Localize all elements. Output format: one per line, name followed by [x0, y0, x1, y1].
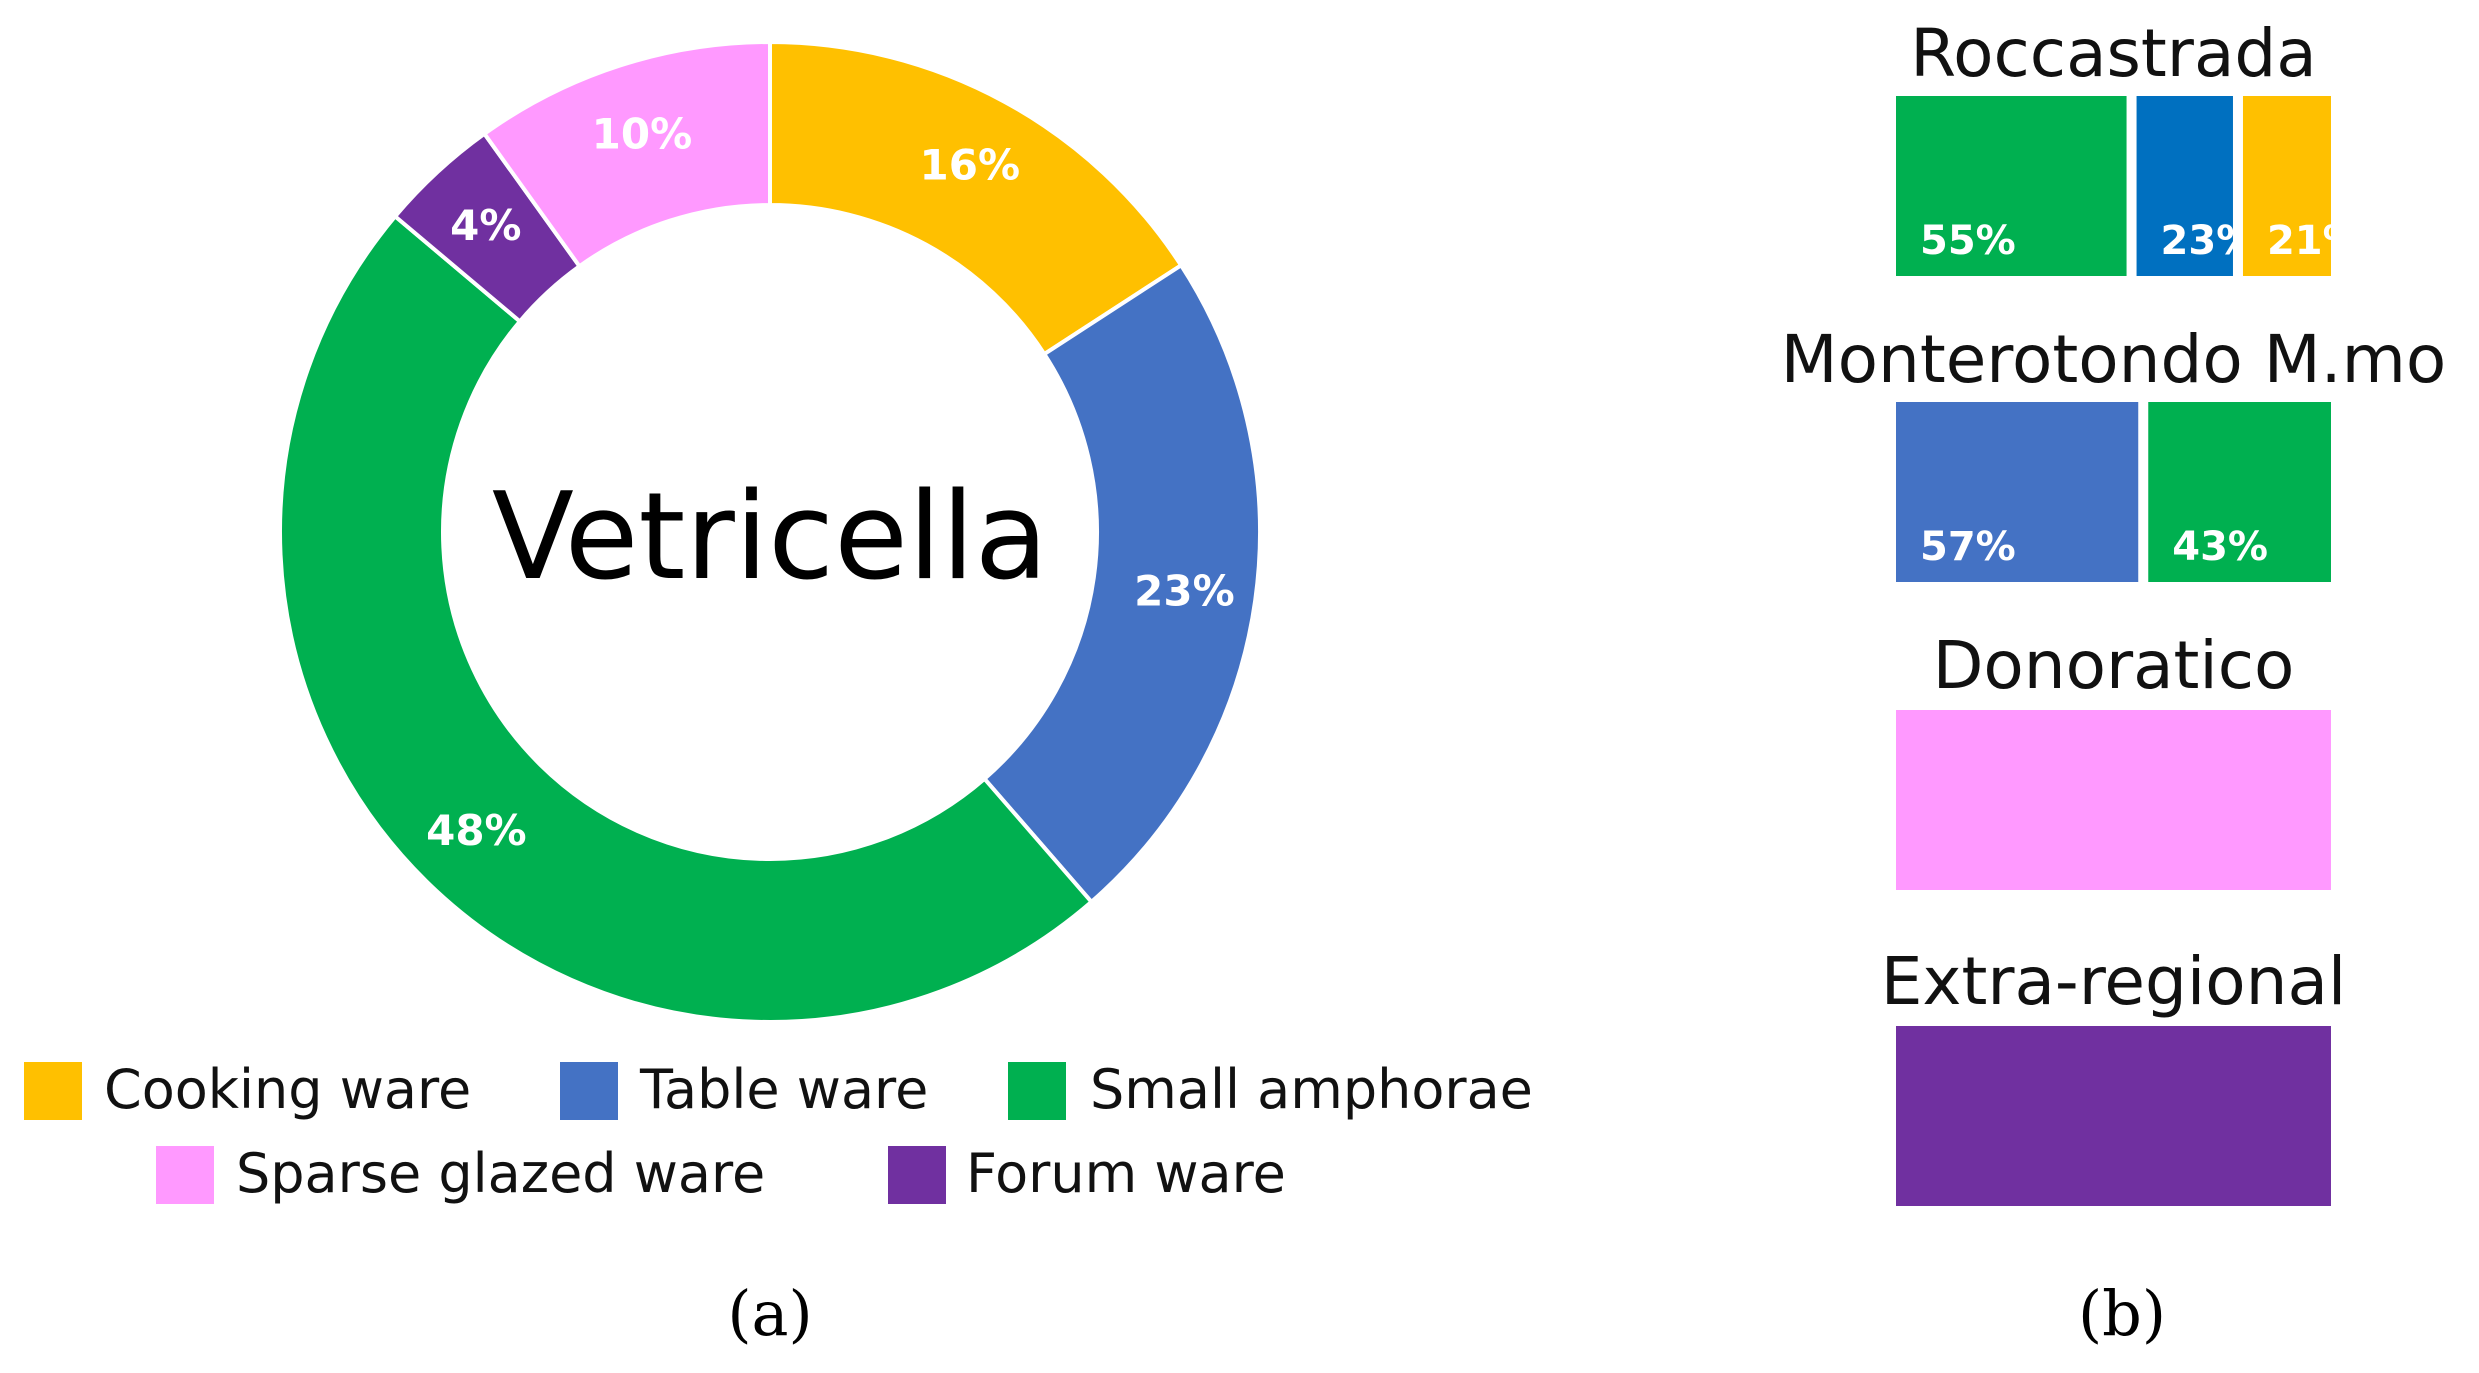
bar-segment: [1896, 402, 2139, 582]
legend-label: Cooking ware: [104, 1058, 471, 1121]
bar-segment-label: 55%: [1920, 218, 2016, 264]
legend-swatch-small-amphorae: [1008, 1062, 1066, 1120]
panel-label-a: (a): [727, 1277, 812, 1350]
bar-segment-label: 57%: [1920, 524, 2016, 570]
donut-slice-label: 4%: [450, 201, 521, 250]
legend-label: Sparse glazed ware: [236, 1142, 765, 1205]
bar-segment: [1896, 96, 2127, 276]
donut-slice-cooking-ware: [768, 39, 1184, 357]
legend-label: Table ware: [639, 1058, 928, 1121]
legend-swatch-sparse-glazed-ware: [156, 1146, 214, 1204]
site-bars: Roccastrada 55% 23% 21% Monterotondo M.mo 57%…: [1781, 15, 2447, 1206]
donut-slice-table-ware: [981, 262, 1262, 905]
bar-segment: [1896, 710, 2331, 890]
site-title: Roccastrada: [1910, 15, 2316, 92]
donut-slice-small-amphorae: [278, 213, 1095, 1025]
legend-label: Forum ware: [966, 1142, 1286, 1205]
bar-segment: [2136, 96, 2233, 276]
site-title: Donoratico: [1933, 627, 2295, 704]
legend-swatch-cooking-ware: [24, 1062, 82, 1120]
donut-chart: 16% 23% 48% 4% 10%: [278, 39, 1262, 1025]
donut-slice-label: 48%: [426, 806, 527, 855]
bar-segment: [2242, 96, 2331, 276]
site-title: Extra-regional: [1881, 943, 2347, 1020]
donut-slice-sparse-glazed-ware: [481, 39, 772, 270]
donut-legend: Cooking ware Table ware Small amphorae Spar…: [24, 1058, 1533, 1205]
legend-swatch-forum-ware: [888, 1146, 946, 1204]
donut-center-label: Vetricella: [492, 468, 1048, 607]
bar-segment: [2148, 402, 2331, 582]
panel-label-b: (b): [2078, 1277, 2166, 1350]
legend-label: Small amphorae: [1090, 1058, 1533, 1121]
bar-segment-label: 21%: [2267, 218, 2363, 264]
site-title: Monterotondo M.mo: [1781, 321, 2447, 398]
bar-segment-label: 43%: [2172, 524, 2268, 570]
bar-segment: [1896, 1026, 2331, 1206]
donut-slice-label: 23%: [1134, 566, 1235, 615]
bar-segment-label: 23%: [2161, 218, 2257, 264]
donut-slice-label: 16%: [920, 140, 1021, 189]
legend-swatch-table-ware: [560, 1062, 618, 1120]
donut-slice-label: 10%: [592, 110, 693, 159]
